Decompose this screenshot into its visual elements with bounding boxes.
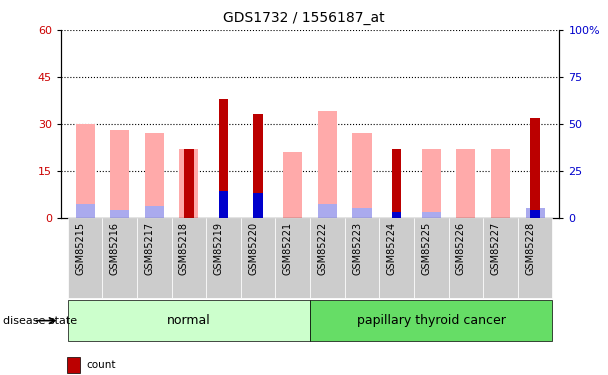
Bar (145, 133, 164, 218)
Bar (67, 300, 310, 341)
Text: papillary thyroid cancer: papillary thyroid cancer (357, 314, 506, 327)
Text: GSM85225: GSM85225 (421, 222, 431, 275)
Bar (310, 217, 345, 298)
Bar (530, 210, 540, 218)
Text: GSM85221: GSM85221 (283, 222, 293, 274)
Bar (518, 217, 553, 298)
Text: GSM85228: GSM85228 (525, 222, 535, 274)
Bar (318, 204, 337, 218)
Text: GSM85227: GSM85227 (491, 222, 500, 275)
Bar (241, 217, 275, 298)
Bar (483, 217, 518, 298)
Text: GSM85226: GSM85226 (456, 222, 466, 274)
Text: count: count (86, 360, 116, 370)
Bar (75, 124, 95, 218)
Text: GSM85217: GSM85217 (144, 222, 154, 274)
Bar (110, 210, 129, 218)
Bar (67, 217, 102, 298)
Bar (379, 217, 414, 298)
Bar (219, 99, 229, 218)
Bar (422, 149, 441, 217)
Text: GDS1732 / 1556187_at: GDS1732 / 1556187_at (223, 11, 385, 25)
Bar (254, 193, 263, 217)
Bar (525, 208, 545, 218)
Text: normal: normal (167, 314, 211, 327)
Bar (219, 191, 229, 217)
Bar (275, 217, 310, 298)
Text: GSM85216: GSM85216 (109, 222, 120, 274)
Bar (491, 149, 510, 217)
Bar (184, 149, 194, 217)
Bar (310, 300, 553, 341)
Bar (102, 217, 137, 298)
Bar (75, 204, 95, 218)
Bar (137, 217, 171, 298)
Text: GSM85218: GSM85218 (179, 222, 189, 274)
Bar (345, 217, 379, 298)
Bar (422, 212, 441, 217)
Bar (353, 133, 371, 218)
Bar (457, 149, 475, 217)
Bar (145, 206, 164, 218)
Bar (283, 152, 302, 217)
Bar (392, 212, 401, 217)
Bar (449, 217, 483, 298)
Bar (110, 130, 129, 218)
Text: GSM85220: GSM85220 (248, 222, 258, 274)
Text: GSM85224: GSM85224 (387, 222, 396, 274)
Text: disease state: disease state (3, 316, 77, 326)
Bar (392, 149, 401, 217)
Bar (353, 208, 371, 218)
Text: GSM85223: GSM85223 (352, 222, 362, 274)
Text: GSM85215: GSM85215 (75, 222, 85, 274)
Bar (414, 217, 449, 298)
Text: GSM85222: GSM85222 (317, 222, 327, 275)
Bar (179, 149, 198, 217)
Bar (318, 111, 337, 218)
Bar (530, 117, 540, 218)
Bar (206, 217, 241, 298)
Bar (171, 217, 206, 298)
Text: GSM85219: GSM85219 (213, 222, 224, 274)
Bar (254, 114, 263, 218)
